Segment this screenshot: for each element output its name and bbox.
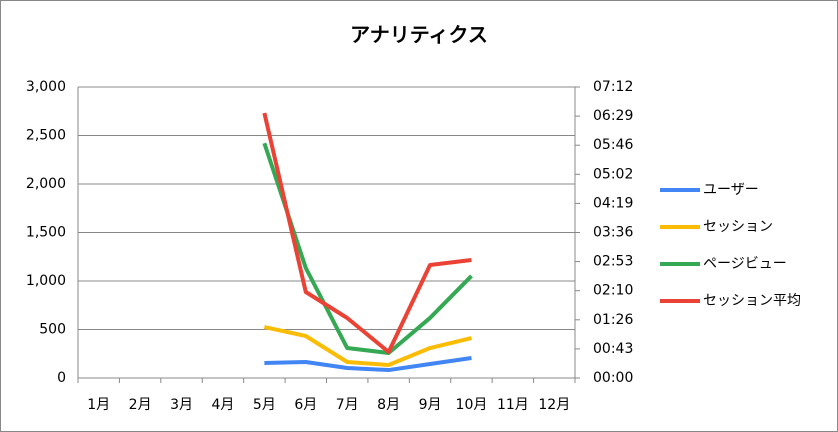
x-tick-label: 12月	[538, 397, 570, 413]
x-tick-label: 7月	[336, 397, 359, 413]
series-line	[262, 142, 473, 355]
legend-label: ページビュー	[703, 256, 787, 272]
chart-title: アナリティクス	[350, 23, 488, 47]
y2-tick-label: 04:19	[593, 195, 633, 211]
y-tick-label: 3,000	[26, 79, 66, 95]
x-tick-label: 5月	[253, 397, 276, 413]
y2-tick-label: 00:43	[593, 341, 633, 357]
legend-label: セッション	[703, 219, 773, 235]
x-tick-label: 9月	[419, 397, 442, 413]
y-tick-label: 1,000	[26, 273, 66, 289]
x-tick-label: 10月	[456, 397, 488, 413]
y2-tick-label: 00:00	[593, 370, 633, 386]
x-tick-label: 8月	[377, 397, 400, 413]
series-line	[262, 112, 472, 354]
y2-tick-label: 02:10	[593, 283, 633, 299]
y2-tick-label: 06:29	[593, 108, 633, 124]
y-tick-label: 2,000	[26, 176, 66, 192]
y2-tick-label: 03:36	[593, 225, 633, 241]
x-tick-label: 2月	[129, 397, 152, 413]
x-tick-label: 6月	[294, 397, 317, 413]
x-tick-label: 3月	[170, 397, 193, 413]
y-tick-label: 2,500	[26, 128, 66, 144]
x-tick-label: 11月	[497, 397, 529, 413]
series-line	[263, 325, 472, 368]
y-tick-label: 1,500	[26, 225, 66, 241]
legend-label: セッション平均	[703, 293, 801, 309]
y-tick-label: 0	[57, 370, 66, 386]
y2-tick-label: 01:26	[593, 312, 633, 328]
x-tick-label: 4月	[211, 397, 234, 413]
legend-label: ユーザー	[703, 182, 759, 198]
y2-tick-label: 05:46	[593, 137, 633, 153]
x-tick-label: 1月	[87, 397, 110, 413]
y2-tick-label: 05:02	[593, 166, 633, 182]
y-tick-label: 500	[39, 322, 66, 338]
series-line	[264, 356, 472, 373]
y2-tick-label: 02:53	[593, 254, 633, 270]
y2-tick-label: 07:12	[593, 79, 633, 95]
